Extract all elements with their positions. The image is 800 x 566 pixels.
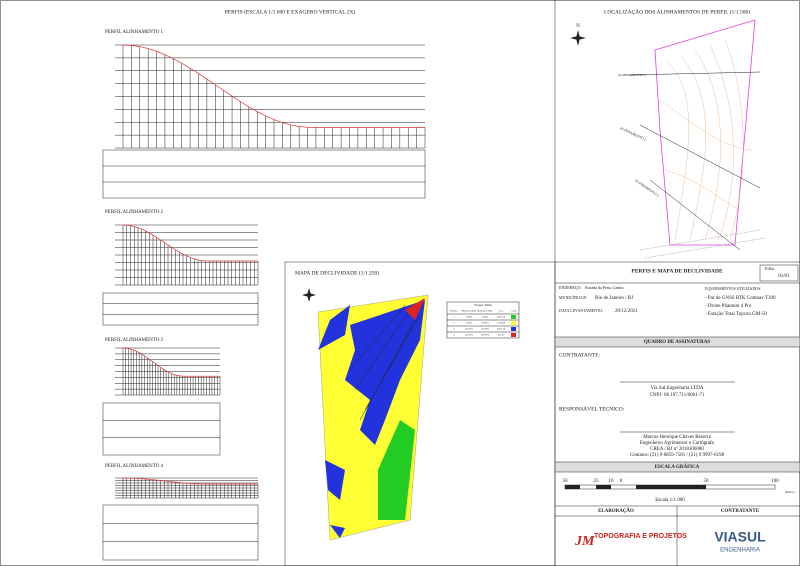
logo-right-sub: ENGENHARIA (720, 548, 760, 554)
slope-panel (284, 261, 556, 566)
panel-title: PERFIS (ESCALA 1/1.000 E EXAGERO VERTICA… (225, 8, 356, 15)
technician: Marcos Henrique Chaves Bezerra (643, 435, 711, 440)
alignment-label: ALINHAMENTO 2 (619, 126, 647, 142)
sheet-box (759, 264, 799, 282)
color-swatch (511, 333, 516, 337)
technician: Contatos: (21) 9 6859-7581 / (21) 9 9997… (630, 453, 725, 458)
north-arrow (302, 288, 316, 302)
slope-table: Slopes Table Number Minimum Slope Maximum S… (446, 301, 520, 339)
scale-label: 50 (704, 479, 710, 484)
color-swatch (511, 315, 516, 319)
scale-unit: metros (785, 490, 795, 494)
profile-table (102, 402, 221, 456)
location-map (629, 19, 766, 259)
table-header: Minimum Slope (462, 311, 477, 313)
field-value: 20/12/2021 (615, 309, 638, 314)
table-cell: 5.00% (482, 316, 488, 319)
sheet-label: Folha (765, 266, 774, 271)
panel-title: MAPA DE DECLIVIDADE (1/1.250) (295, 269, 379, 276)
terrain-line (122, 224, 258, 262)
table-cell: 3 (453, 328, 455, 331)
field-label: ENDEREÇO: (559, 285, 581, 290)
section-title: QUADRO DE ASSINATURAS (644, 340, 711, 345)
table-cell: 20.00% (481, 322, 489, 325)
sheet-title: PERFIS E MAPA DE DECLIVIDADE (631, 268, 723, 274)
technician: CREA / RJ nº 2018106080 (650, 446, 704, 452)
scale-label: 100 (771, 479, 779, 484)
terrain-line (122, 44, 425, 128)
profiles (102, 44, 426, 561)
section-title: ESCALA GRÁFICA (655, 464, 700, 470)
profile-label: PERFIL ALINHAMENTO 1 (105, 30, 164, 35)
terrain-line (122, 477, 258, 485)
equipment: - Drone Phantom 4 Pro (705, 304, 752, 309)
color-swatch (511, 321, 516, 325)
logo-left: TOPOGRAFIA E PROJETOS (594, 533, 687, 540)
profile-label: PERFIL ALINHAMENTO 3 (105, 338, 164, 343)
field-label: EQUIPAMENTOS UTILIZADOS (705, 286, 760, 291)
table-title: Slopes Table (474, 303, 492, 307)
table-cell: 20.00% (465, 328, 473, 331)
alignment-label: ALINHAMENTO 1 (618, 73, 647, 77)
table-cell: 131.67 (498, 334, 506, 337)
scale-label: 0 (620, 479, 623, 484)
field-value: Rio de Janeiro / RJ (595, 296, 633, 301)
table-cell: 0.00% (466, 316, 472, 319)
table-cell: 45.00% (465, 334, 473, 337)
table-header: Number (450, 311, 458, 313)
scale-text: Escala 1/1.000 (655, 498, 685, 503)
profile-table (102, 292, 259, 326)
section-bar (554, 336, 800, 348)
terrain-line (122, 347, 220, 377)
north-arrow: N (570, 24, 586, 46)
scale-label: 10 (609, 479, 615, 484)
slope-map (317, 294, 429, 541)
table-header: Area (499, 310, 503, 313)
table-header: Color (511, 311, 516, 313)
alignment-label: ALINHAMENTO 3 (634, 178, 660, 198)
field-value: Estrada da Pena, Cantos (585, 285, 624, 291)
profile-table (102, 504, 259, 561)
logo-mark: JM (574, 534, 595, 549)
svg-text:N: N (576, 24, 580, 29)
scale-bar (564, 484, 776, 490)
client: CNPJ: 08.107.711/0001-71 (650, 393, 705, 398)
profile-table (102, 149, 426, 199)
footer-label: ELABORAÇÃO (598, 508, 634, 514)
table-cell: 1 (453, 316, 455, 319)
field-label: DATA LEVANTAMENTO: (559, 308, 603, 313)
logo-right: VIASUL (714, 529, 766, 545)
equipment: - Estação Total Topcon GM-50 (705, 312, 767, 317)
profile-label: PERFIL ALINHAMENTO 2 (105, 210, 164, 215)
scale-label: 25 (594, 479, 600, 484)
field-label: CONTRATANTE: (559, 352, 601, 358)
table-header: Maximum Slope (477, 311, 492, 313)
table-cell: 2 (453, 322, 455, 325)
table-cell: 100.00% (481, 334, 490, 337)
equipment: - Par de GNSS RTK Comnav T300 (705, 296, 776, 301)
table-cell: 4097.58 (497, 316, 506, 319)
field-label: RESPONSÁVEL TÉCNICO: (559, 404, 625, 412)
table-cell: 4 (453, 334, 455, 337)
technician: Engenheiro Agrimensor e Cartógrafo (640, 441, 715, 446)
profile-label: PERFIL ALINHAMENTO 4 (105, 464, 164, 469)
client: Via Sul Engenharia LTDA (651, 386, 704, 391)
color-swatch (511, 327, 516, 331)
table-cell: 1234.40 (497, 322, 506, 325)
field-label: MUNICÍPIO/UF: (559, 295, 587, 300)
scale-label: 50 (563, 479, 569, 484)
section-bar (554, 461, 800, 473)
table-cell: 5.00% (466, 322, 472, 325)
sheet-number: 01/01 (778, 274, 790, 279)
footer-label: CONTRATANTE (721, 509, 760, 514)
table-cell: 45.00% (481, 328, 489, 331)
panel-title: LOCALIZAÇÃO DOS ALINHAMENTOS DE PERFIL (… (604, 7, 750, 15)
table-cell: 2661.36 (497, 328, 506, 331)
